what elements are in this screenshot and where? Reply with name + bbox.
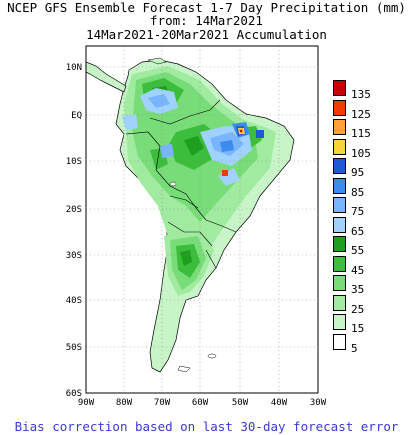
legend-label: 75 [351,205,365,218]
lat-label: EQ [71,111,82,121]
legend-label: 65 [351,224,365,238]
legend-swatch [333,177,346,194]
lat-label: 60S [66,389,82,399]
legend-item: 15 [333,314,409,335]
legend-swatch [333,333,346,350]
legend-item: 135 [333,80,409,101]
legend-label: 115 [351,127,371,140]
legend-swatch [333,158,346,174]
legend-label: 105 [351,146,371,160]
legend-swatch [333,99,346,116]
legend-label: 15 [351,322,365,335]
legend-label: 45 [351,263,365,277]
legend-item: 55 [333,236,409,257]
lon-label: 30W [310,398,327,408]
legend-swatch [333,255,346,272]
legend-label: 35 [351,283,365,296]
legend-swatch [333,216,346,233]
legend-label: 5 [351,341,358,355]
lon-label: 40W [271,398,288,408]
legend-swatch [333,294,346,311]
lat-label: 50S [66,343,82,353]
legend-item: 125 [333,99,409,120]
legend-label: 25 [351,302,365,316]
legend-item: 75 [333,197,409,218]
map-gridlines [86,46,318,393]
legend-label: 125 [351,107,371,121]
legend-swatch [333,314,346,330]
island-falklands [207,353,217,359]
legend-item: 115 [333,119,409,140]
lon-label: 70W [154,398,171,408]
legend-item: 105 [333,138,409,159]
lon-label: 90W [78,398,95,408]
island-tierra-del-fuego [177,365,191,373]
map-frame [85,45,319,394]
legend-label: 55 [351,244,365,257]
lat-label: 40S [66,296,82,306]
legend-swatch [333,138,346,155]
legend-item: 5 [333,333,409,354]
legend-label: 135 [351,88,371,101]
legend-item: 65 [333,216,409,237]
legend-label: 95 [351,166,365,179]
country-borders [125,99,237,269]
lake-titicaca [169,181,177,187]
lon-label: 80W [116,398,133,408]
title-line-1: NCEP GFS Ensemble Forecast 1-7 Day Preci… [7,0,406,15]
legend-item: 45 [333,255,409,276]
title-line-2: from: 14Mar2021 [150,13,263,28]
lat-label: 20S [66,205,82,215]
legend-item: 25 [333,294,409,315]
legend-swatch [333,275,346,291]
legend-swatch [333,197,346,213]
land-central-america [86,61,127,93]
legend-item: 95 [333,158,409,179]
lon-label: 60W [192,398,209,408]
lat-label: 30S [66,251,82,261]
legend-label: 85 [351,185,365,199]
title-line-3: 14Mar2021-20Mar2021 Accumulation [86,27,327,42]
legend-swatch [333,236,346,252]
lat-label: 10N [66,63,82,73]
island-caribbean [147,57,167,65]
precip-max-areas [222,128,245,176]
legend-swatch [333,80,346,96]
lon-label: 50W [232,398,249,408]
legend-swatch [333,119,346,135]
bias-correction-note: Bias correction based on last 30-day for… [14,419,399,434]
legend-item: 85 [333,177,409,198]
lat-label: 10S [66,157,82,167]
legend-item: 35 [333,275,409,296]
